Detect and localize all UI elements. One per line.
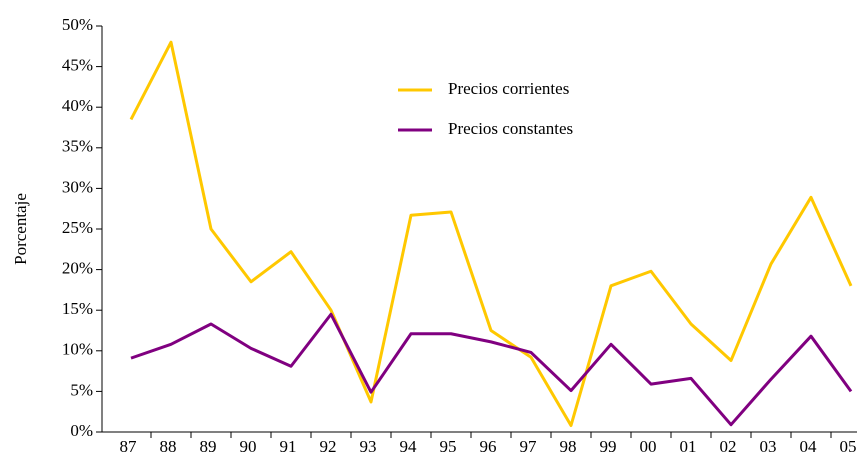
y-tick-label: 15% xyxy=(62,299,93,318)
y-tick-label: 40% xyxy=(62,96,93,115)
x-tick-label: 93 xyxy=(360,437,377,456)
y-tick-label: 45% xyxy=(62,56,93,75)
x-tick-label: 96 xyxy=(480,437,497,456)
y-tick-label: 0% xyxy=(70,421,93,440)
x-tick-label: 95 xyxy=(440,437,457,456)
x-tick-label: 05 xyxy=(840,437,857,456)
y-tick-label: 30% xyxy=(62,177,93,196)
y-tick-label: 35% xyxy=(62,137,93,156)
x-tick-label: 03 xyxy=(760,437,777,456)
x-tick-label: 04 xyxy=(800,437,818,456)
x-tick-label: 94 xyxy=(400,437,418,456)
legend-label: Precios constantes xyxy=(448,119,573,138)
y-tick-label: 20% xyxy=(62,259,93,278)
x-tick-label: 01 xyxy=(680,437,697,456)
x-tick-label: 97 xyxy=(520,437,538,456)
series-line xyxy=(129,40,853,428)
x-tick-label: 98 xyxy=(560,437,577,456)
x-tick-label: 91 xyxy=(280,437,297,456)
x-tick-label: 89 xyxy=(200,437,217,456)
x-tick-label: 99 xyxy=(600,437,617,456)
y-tick-label: 5% xyxy=(70,380,93,399)
y-tick-label: 10% xyxy=(62,340,93,359)
plot-area xyxy=(129,40,853,428)
series-line xyxy=(130,312,853,427)
y-axis-label: Porcentaje xyxy=(11,193,30,265)
legend-label: Precios corrientes xyxy=(448,79,569,98)
x-tick-label: 87 xyxy=(120,437,138,456)
x-tick-label: 90 xyxy=(240,437,257,456)
x-tick-label: 88 xyxy=(160,437,177,456)
x-tick-label: 92 xyxy=(320,437,337,456)
y-tick-label: 25% xyxy=(62,218,93,237)
y-tick-label: 50% xyxy=(62,15,93,34)
x-tick-label: 00 xyxy=(640,437,657,456)
x-tick-label: 02 xyxy=(720,437,737,456)
